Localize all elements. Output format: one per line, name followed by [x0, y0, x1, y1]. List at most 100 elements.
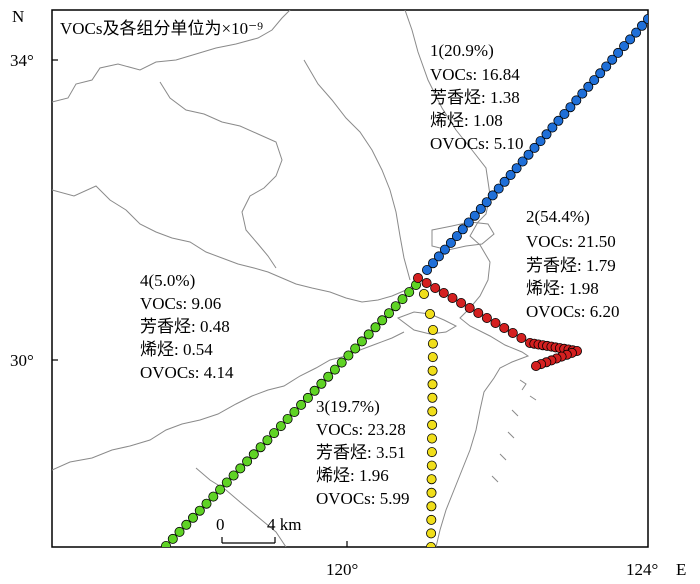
trajectory-1-point — [547, 122, 558, 133]
trajectory-1-point — [439, 244, 450, 255]
trajectory-1-point — [541, 129, 552, 140]
trajectory-1-point — [463, 217, 474, 228]
trajectory-1-point — [589, 75, 600, 86]
trajectory-1-point — [445, 237, 456, 248]
scale-bar-end-label: 4 km — [267, 515, 301, 534]
cluster-3-aromatics: 芳香烃: 3.51 — [316, 443, 406, 462]
trajectory-4-point — [275, 421, 286, 432]
trajectory-1-point — [529, 142, 540, 153]
cluster-4-header: 4(5.0%) — [140, 271, 195, 290]
trajectory-4-point — [289, 406, 300, 417]
trajectory-4-point — [302, 392, 313, 403]
trajectory-3-point — [427, 352, 438, 363]
scale-bar-start-label: 0 — [216, 515, 225, 534]
trajectory-clusters — [161, 14, 648, 547]
trajectory-1-point — [451, 231, 462, 242]
cluster-4-ovocs: OVOCs: 4.14 — [140, 363, 234, 382]
cluster-3-header: 3(19.7%) — [316, 397, 380, 416]
trajectory-1-point — [595, 68, 606, 79]
unit-note: VOCs及各组分单位为×10⁻⁹ — [60, 19, 263, 38]
trajectory-1-point — [517, 156, 528, 167]
cluster-2-header: 2(54.4%) — [526, 207, 590, 226]
trajectory-4-point — [390, 301, 401, 312]
cluster-1-header: 1(20.9%) — [430, 41, 494, 60]
scale-bar: 0 4 km — [216, 515, 301, 544]
trajectory-4-point — [242, 456, 253, 467]
cluster-1-label: 1(20.9%) VOCs: 16.84 芳香烃: 1.38 烯烃: 1.08 … — [430, 41, 524, 153]
cluster-4-vocs: VOCs: 9.06 — [140, 294, 221, 313]
trajectory-3-point — [427, 324, 438, 335]
cluster-2-alkenes: 烯烃: 1.98 — [526, 279, 599, 298]
cluster-3-ovocs: OVOCs: 5.99 — [316, 489, 410, 508]
trajectory-3-point — [426, 447, 437, 458]
trajectory-2-point — [490, 317, 501, 328]
trajectory-1-point — [511, 163, 522, 174]
trajectory-4-point — [296, 399, 307, 410]
trajectory-4-point — [187, 512, 198, 523]
trajectory-1-point — [421, 264, 432, 275]
trajectory-1-point — [619, 41, 630, 52]
trajectory-1-point — [481, 197, 492, 208]
trajectory-3-point — [418, 288, 429, 299]
trajectory-4-point — [248, 449, 259, 460]
trajectory-4-point — [316, 378, 327, 389]
trajectory-3-point — [427, 379, 438, 390]
trajectory-1-point — [613, 47, 624, 58]
trajectory-1-point — [523, 149, 534, 160]
cluster-2-ovocs: OVOCs: 6.20 — [526, 302, 620, 321]
trajectory-1-point — [505, 169, 516, 180]
trajectory-2-point — [499, 322, 510, 333]
trajectory-4-point — [235, 463, 246, 474]
trajectory-3-point — [427, 419, 438, 430]
lon-tick-120: 120° — [326, 560, 358, 579]
cluster-1-aromatics: 芳香烃: 1.38 — [430, 88, 520, 107]
cluster-3-vocs: VOCs: 23.28 — [316, 420, 406, 439]
cluster-1-alkenes: 烯烃: 1.08 — [430, 111, 503, 130]
trajectory-3-point — [426, 514, 437, 525]
cluster-3-label: 3(19.7%) VOCs: 23.28 芳香烃: 3.51 烯烃: 1.96 … — [316, 397, 410, 508]
trajectory-4-point — [201, 498, 212, 509]
trajectory-4-point — [377, 315, 388, 326]
trajectory-2-point — [430, 282, 441, 293]
coastline — [404, 10, 530, 547]
trajectory-1-point — [625, 34, 636, 45]
trajectory-3-point — [427, 338, 438, 349]
trajectory-3-point — [426, 528, 437, 539]
province-boundary-east — [303, 59, 411, 281]
trajectory-1-point — [433, 251, 444, 262]
cluster-4-alkenes: 烯烃: 0.54 — [140, 340, 213, 359]
trajectory-4-point — [255, 442, 266, 453]
trajectory-1-point — [427, 258, 438, 269]
trajectory-1-point — [583, 81, 594, 92]
trajectory-2-point — [412, 272, 423, 283]
trajectory-4-point — [174, 526, 185, 537]
trajectory-2-point — [447, 292, 458, 303]
east-label: E — [676, 560, 686, 579]
cluster-1-ovocs: OVOCs: 5.10 — [430, 134, 524, 153]
trajectory-3-point — [427, 392, 438, 403]
trajectory-3-point — [426, 474, 437, 485]
lat-tick-30: 30° — [10, 351, 34, 370]
trajectory-4-point — [208, 491, 219, 502]
trajectory-2-point — [421, 277, 432, 288]
trajectory-4-point — [343, 350, 354, 361]
cluster-4-aromatics: 芳香烃: 0.48 — [140, 317, 230, 336]
trajectory-3-point — [426, 433, 437, 444]
lon-tick-124: 124° — [626, 560, 658, 579]
trajectory-4-point — [194, 505, 205, 516]
north-label: N — [12, 7, 24, 26]
trajectory-4-point — [336, 357, 347, 368]
trajectory-4-point — [323, 371, 334, 382]
trajectory-2-point — [456, 297, 467, 308]
lat-tick-34: 34° — [10, 51, 34, 70]
trajectory-3-point — [427, 365, 438, 376]
trajectory-4-point — [282, 413, 293, 424]
province-boundary-inner — [159, 81, 283, 269]
trajectory-4-point — [269, 428, 280, 439]
trajectory-3-point — [426, 487, 437, 498]
province-boundary-west — [52, 185, 419, 303]
trajectory-4-point — [167, 533, 178, 544]
trajectory-1-point — [565, 102, 576, 113]
trajectory-4-point — [262, 435, 273, 446]
